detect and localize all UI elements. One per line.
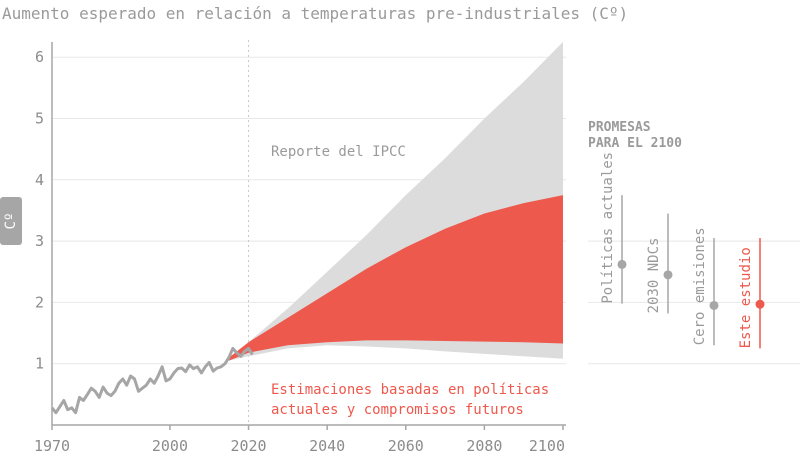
promesas-gridlines (588, 240, 800, 365)
ipcc-annotation: Reporte del IPCC (271, 144, 406, 160)
x-tick-label: 2100 (529, 437, 565, 454)
x-tick-label: 2060 (388, 437, 424, 454)
pledge-label: Políticas actuales (600, 152, 616, 304)
axes: 1 2 3 4 5 6 1970 2000 2020 2040 2060 2080 2100 (34, 42, 566, 454)
estimate-annotation-line2: actuales y compromisos futuros (271, 402, 524, 418)
y-tick-label: 6 (35, 48, 44, 66)
x-tick-label: 2080 (466, 437, 502, 454)
pledge-point (663, 270, 673, 280)
y-tick-label: 4 (35, 171, 44, 189)
gridlines (52, 40, 566, 425)
x-tick-label: 2040 (309, 437, 345, 454)
pledge-point (617, 259, 627, 269)
historical-line (50, 346, 254, 415)
y-tick-label: 5 (35, 110, 44, 128)
scenario-bands (228, 41, 563, 361)
y-tick-label: 1 (35, 355, 44, 373)
y-axis-label: Cº (3, 213, 19, 230)
y-axis-label-badge: Cº (0, 197, 22, 245)
estimate-band (228, 195, 563, 361)
pledge-point (709, 300, 719, 310)
y-tick-label: 2 (35, 293, 44, 311)
x-tick-label: 1970 (34, 437, 70, 454)
y-tick-label: 3 (35, 232, 44, 250)
chart-title: Aumento esperado en relación a temperatu… (2, 4, 628, 23)
pledge-label: 2030 NDCs (646, 238, 662, 314)
y-axis-label-background (0, 197, 22, 245)
historical-series (50, 346, 254, 415)
promesas-title-line1: PROMESAS (588, 120, 651, 135)
estimate-annotation-line1: Estimaciones basadas en políticas (271, 382, 549, 398)
pledge-label: Este estudio (738, 247, 754, 348)
promesas-title-line2: PARA EL 2100 (588, 136, 682, 151)
pledge-label: Cero emisiones (692, 227, 708, 345)
x-tick-label: 2000 (152, 437, 188, 454)
x-tick-label: 2020 (230, 437, 266, 454)
pledge-point (755, 299, 765, 309)
promesas-pledges: Políticas actuales 2030 NDCs Cero emisione… (600, 152, 765, 349)
